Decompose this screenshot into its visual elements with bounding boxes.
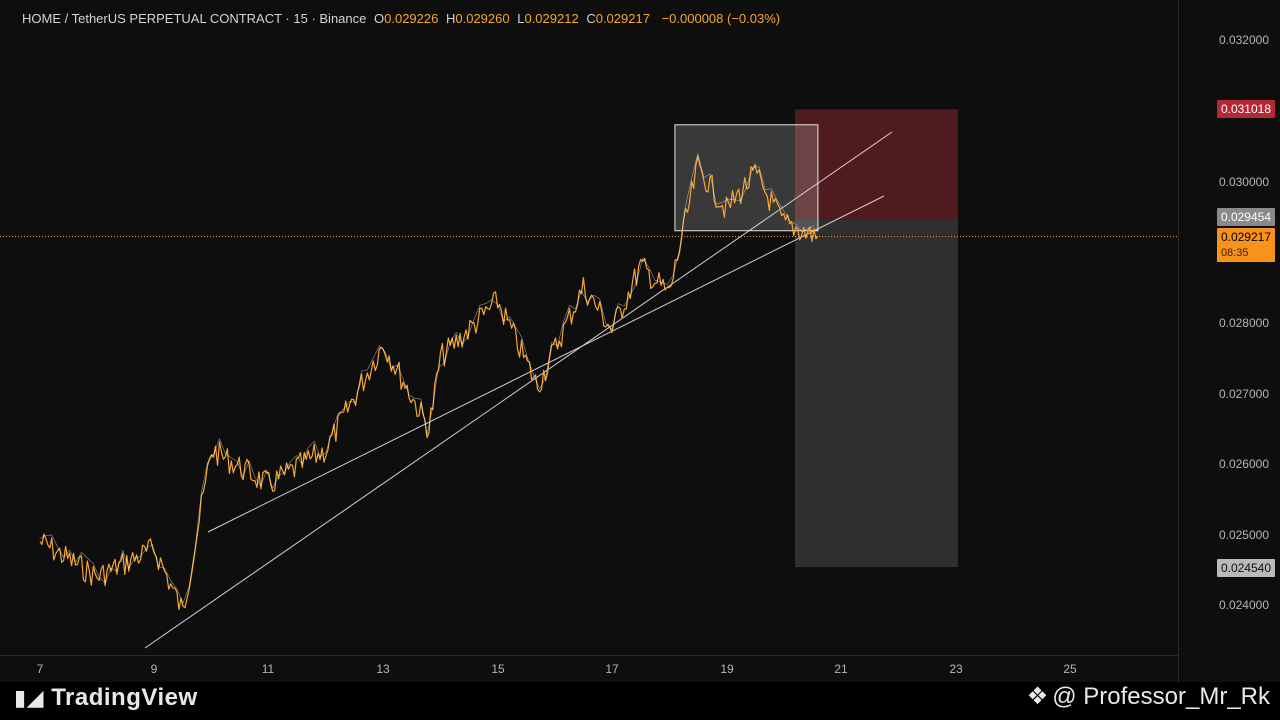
target-price-badge: 0.024540 bbox=[1216, 559, 1275, 577]
time-tick: 9 bbox=[150, 662, 158, 676]
time-scale[interactable]: 7 9 11 13 15 17 19 21 23 25 bbox=[0, 655, 1178, 683]
tradingview-logo[interactable]: ▮◢ TradingView bbox=[14, 684, 198, 712]
price-tick: 0.032000 bbox=[1218, 33, 1269, 47]
high-label: H bbox=[445, 11, 456, 26]
open-value: 0.029226 bbox=[384, 11, 439, 26]
change-value: −0.000008 (−0.03%) bbox=[661, 11, 781, 26]
trendline-shallow bbox=[207, 195, 885, 533]
time-tick: 21 bbox=[834, 662, 848, 676]
tradingview-mark-icon: ▮◢ bbox=[14, 685, 45, 710]
symbol-legend: HOME / TetherUS PERPETUAL CONTRACT · 15 … bbox=[22, 11, 780, 26]
price-tick: 0.024000 bbox=[1218, 598, 1269, 612]
price-tick: 0.025000 bbox=[1218, 528, 1269, 542]
trendline-steep bbox=[144, 131, 893, 649]
take-profit-zone bbox=[795, 219, 958, 568]
binance-diamond-icon: ❖ bbox=[1026, 683, 1049, 710]
time-tick: 25 bbox=[1063, 662, 1077, 676]
footer: ▮◢ TradingView ❖ @ Professor_Mr_Rk bbox=[0, 682, 1280, 720]
time-tick: 19 bbox=[720, 662, 734, 676]
time-tick: 11 bbox=[261, 662, 275, 676]
price-series-wicks bbox=[39, 153, 815, 605]
high-value: 0.029260 bbox=[455, 11, 510, 26]
price-tick: 0.028000 bbox=[1218, 316, 1269, 330]
price-tick: 0.027000 bbox=[1218, 387, 1269, 401]
stop-price-badge: 0.031018 bbox=[1216, 100, 1275, 118]
time-tick: 23 bbox=[949, 662, 963, 676]
price-scale[interactable]: 0.032000 0.030000 0.028000 0.027000 0.02… bbox=[1178, 0, 1280, 682]
low-value: 0.029212 bbox=[524, 11, 579, 26]
stop-loss-zone bbox=[795, 109, 958, 220]
close-value: 0.029217 bbox=[595, 11, 650, 26]
chart-pane[interactable]: HOME / TetherUS PERPETUAL CONTRACT · 15 … bbox=[0, 0, 1178, 655]
author-handle: @ Professor_Mr_Rk bbox=[1052, 683, 1270, 710]
time-tick: 15 bbox=[491, 662, 505, 676]
low-label: L bbox=[517, 11, 525, 26]
time-tick: 13 bbox=[376, 662, 390, 676]
time-tick: 17 bbox=[605, 662, 619, 676]
chart-canvas[interactable] bbox=[0, 0, 1178, 655]
last-price-badge: 0.029217 08:35 bbox=[1216, 228, 1275, 262]
price-tick: 0.026000 bbox=[1218, 457, 1269, 471]
bar-countdown: 08:35 bbox=[1220, 247, 1249, 259]
symbol-title[interactable]: HOME / TetherUS PERPETUAL CONTRACT · 15 … bbox=[22, 11, 367, 26]
entry-price-badge: 0.029454 bbox=[1216, 208, 1275, 226]
tradingview-wordmark: TradingView bbox=[51, 684, 198, 711]
close-label: C bbox=[586, 11, 596, 26]
author-watermark: ❖ @ Professor_Mr_Rk bbox=[1027, 682, 1270, 711]
consolidation-box bbox=[674, 124, 819, 232]
open-label: O bbox=[374, 11, 385, 26]
last-price-value: 0.029217 bbox=[1220, 230, 1271, 244]
time-tick: 7 bbox=[36, 662, 44, 676]
price-tick: 0.030000 bbox=[1218, 175, 1269, 189]
